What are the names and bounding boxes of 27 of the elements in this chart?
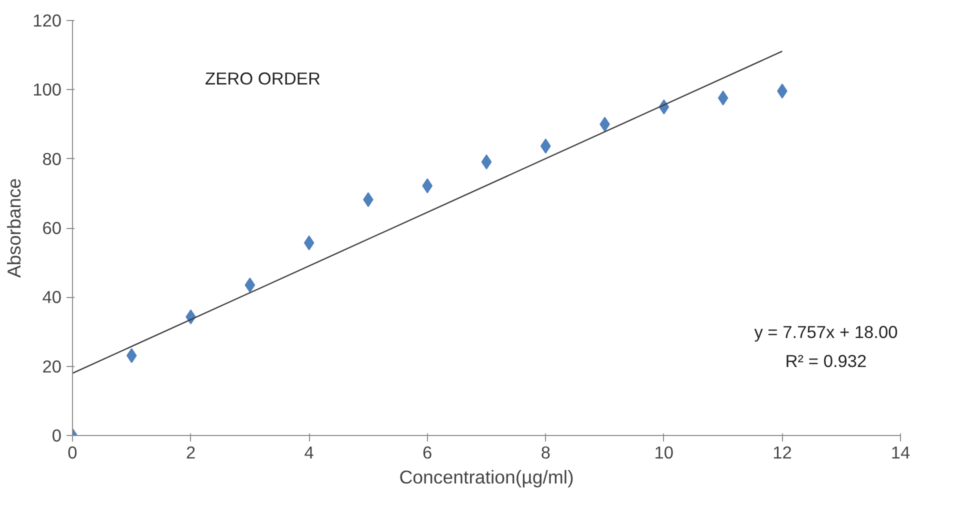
- point: [481, 154, 492, 170]
- y-axis-title: Absorbance: [4, 178, 25, 278]
- point: [244, 278, 256, 293]
- x-tick-label: 12: [772, 442, 792, 462]
- x-tick-label: 8: [540, 442, 550, 462]
- point: [304, 235, 314, 250]
- x-tick-label: 2: [186, 442, 196, 462]
- x-tick-label: 0: [68, 442, 78, 462]
- x-axis-title: Concentration(µg/ml): [399, 466, 574, 488]
- x-tick-label: 10: [654, 442, 674, 462]
- x-tick-label: 14: [890, 442, 910, 462]
- point: [540, 138, 551, 154]
- annotation: R² = 0.932: [785, 350, 867, 371]
- y-tick-label: 0: [52, 426, 62, 446]
- x-tick-label: 4: [304, 442, 314, 462]
- point: [718, 90, 728, 106]
- x-tick-label: 6: [422, 442, 432, 462]
- y-tick-label: 20: [42, 356, 62, 376]
- y-tick-label: 80: [42, 148, 62, 169]
- y-tick-label: 60: [42, 218, 62, 238]
- y-tick-label: 40: [42, 287, 62, 308]
- annotation: y = 7.757x + 18.00: [754, 322, 898, 342]
- point: [422, 178, 433, 194]
- y-tick-label: 120: [32, 10, 62, 30]
- annotation: ZERO ORDER: [204, 68, 321, 89]
- point: [126, 348, 137, 364]
- y-tick-label: 100: [32, 80, 62, 100]
